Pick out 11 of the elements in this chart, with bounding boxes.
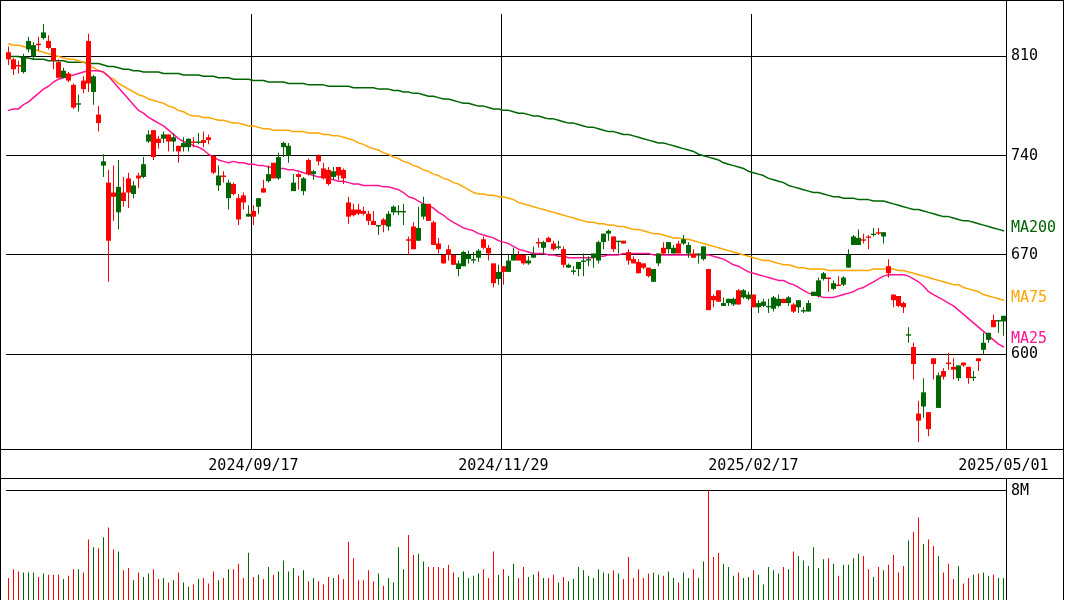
y-tick-label: 810 (1011, 46, 1039, 65)
y-tick-label: 670 (1011, 244, 1039, 263)
series-label: MA200 (1011, 218, 1057, 237)
y-tick-label: 740 (1011, 145, 1039, 164)
candlestick (951, 358, 956, 380)
x-tick-label: 2025/05/01 (958, 455, 1049, 474)
x-tick-label: 2024/11/29 (458, 455, 549, 474)
series-label: MA75 (1011, 287, 1048, 306)
x-tick-label: 2024/09/17 (208, 455, 299, 474)
ref-line-label: 8M (1011, 480, 1030, 499)
x-tick-label: 2025/02/17 (708, 455, 799, 474)
